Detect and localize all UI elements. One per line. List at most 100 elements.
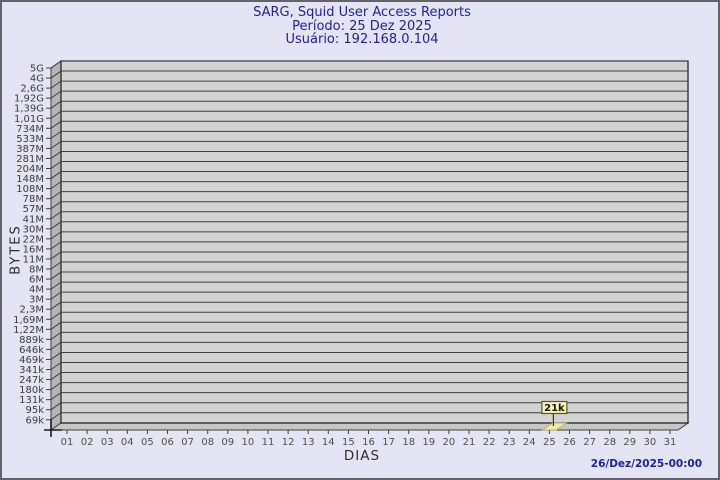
y-tick-label: 6M <box>29 275 44 286</box>
gridline-y-wall <box>50 241 62 250</box>
y-tick-label: 4M <box>29 285 44 296</box>
y-tick-label: 2,6G <box>20 84 44 95</box>
y-tick-label: 108M <box>16 184 44 195</box>
gridline-y-wall <box>50 311 62 320</box>
gridline-y-wall <box>50 191 62 200</box>
x-tick-label: 12 <box>282 437 295 448</box>
x-tick-label: 24 <box>523 437 536 448</box>
y-tick-label: 734M <box>16 124 44 135</box>
x-tick-label: 16 <box>362 437 375 448</box>
x-tick-label: 25 <box>543 437 556 448</box>
y-tick-label: 341k <box>19 365 44 376</box>
bar-day-25 <box>541 422 568 431</box>
x-tick-label: 15 <box>342 437 355 448</box>
x-tick-label: 01 <box>61 437 74 448</box>
x-tick-label: 29 <box>623 437 636 448</box>
y-tick-label: 1,01G <box>14 114 44 125</box>
gridline-y-wall <box>50 261 62 270</box>
report-header: SARG, Squid User Access Reports Período:… <box>2 6 718 47</box>
gridline-y-wall <box>50 80 62 89</box>
y-tick-label: 8M <box>29 265 44 276</box>
x-tick-label: 26 <box>563 437 576 448</box>
gridline-y-wall <box>50 321 62 330</box>
x-tick-label: 04 <box>121 437 134 448</box>
x-tick-label: 06 <box>161 437 174 448</box>
x-tick-label: 11 <box>262 437 275 448</box>
gridline-y-wall <box>50 341 62 350</box>
value-callout-box <box>541 400 568 415</box>
y-tick-label: 57M <box>23 204 44 215</box>
y-tick-label: 889k <box>19 335 44 346</box>
bar-value-label: 21k <box>544 403 565 414</box>
y-tick-label: 1,69M <box>13 315 44 326</box>
y-tick-label: 2,3M <box>19 305 44 316</box>
gridline-y-wall <box>50 151 62 159</box>
y-tick-label: 5G <box>30 64 44 75</box>
x-tick-label: 22 <box>483 437 496 448</box>
y-tick-label: 204M <box>16 164 44 175</box>
y-tick-label: 148M <box>16 174 44 185</box>
gridline-y-wall <box>50 120 62 129</box>
x-tick-label: 27 <box>583 437 596 448</box>
y-tick-label: 131k <box>19 395 44 406</box>
report-user: Usuário: 192.168.0.104 <box>285 32 439 47</box>
x-tick-label: 05 <box>141 437 154 448</box>
floor-3d <box>49 422 690 431</box>
gridline-y-wall <box>50 171 62 179</box>
y-tick-label: 11M <box>23 254 44 265</box>
x-axis-title: DIAS <box>343 448 381 464</box>
gridline-y-wall <box>50 402 62 411</box>
y-tick-label: 30M <box>23 224 44 235</box>
x-tick-label: 28 <box>603 437 616 448</box>
y-tick-label: 3M <box>29 295 44 306</box>
x-tick-label: 17 <box>382 437 395 448</box>
gridline-y-wall <box>50 231 62 240</box>
y-tick-label: 16M <box>23 244 44 255</box>
gridline-y-wall <box>50 110 62 119</box>
x-tick-label: 23 <box>503 437 516 448</box>
x-tick-label: 13 <box>302 437 315 448</box>
gridline-y-wall <box>50 70 62 79</box>
gridline-y-wall <box>50 372 62 380</box>
gridline-y-wall <box>50 140 62 149</box>
y-tick-label: 387M <box>16 144 44 155</box>
x-tick-label: 03 <box>101 437 114 448</box>
report-period: Período: 25 Dez 2025 <box>292 18 432 34</box>
y-tick-label: 78M <box>23 194 44 205</box>
y-tick-label: 1,92G <box>14 94 44 105</box>
x-tick-label: 02 <box>81 437 94 448</box>
gridline-y-wall <box>50 130 62 139</box>
gridline-y-wall <box>50 100 62 109</box>
x-tick-label: 21 <box>463 437 476 448</box>
x-tick-label: 20 <box>443 437 456 448</box>
y-tick-label: 41M <box>23 214 44 225</box>
gridline-y-wall <box>50 412 62 421</box>
gridline-y-wall <box>50 221 62 230</box>
y-tick-label: 22M <box>23 234 44 245</box>
x-tick-label: 07 <box>181 437 194 448</box>
y-tick-label: 1,22M <box>13 325 44 336</box>
gridline-y-wall <box>50 382 62 391</box>
x-tick-label: 10 <box>242 437 255 448</box>
y-tick-label: 1,39G <box>14 104 44 115</box>
gridline-y-wall <box>50 392 62 401</box>
gridline-y-wall <box>50 291 62 300</box>
x-tick-label: 09 <box>221 437 234 448</box>
gridline-y-wall <box>50 331 62 340</box>
x-tick-label: 31 <box>664 437 677 448</box>
gridline-y-wall <box>50 362 62 370</box>
y-tick-label: 469k <box>19 355 44 366</box>
gridline-y-wall <box>50 181 62 190</box>
x-tick-label: 18 <box>402 437 415 448</box>
y-tick-label: 180k <box>19 385 44 396</box>
gridline-y-wall <box>50 60 62 69</box>
y-tick-label: 247k <box>19 375 44 386</box>
gridline-y-wall <box>50 251 62 260</box>
gridline-y-wall <box>50 271 62 280</box>
y-tick-label: 4G <box>30 74 44 85</box>
gridline-y-wall <box>50 211 62 220</box>
y-axis-title: BYTES <box>8 224 24 275</box>
x-tick-label: 08 <box>201 437 214 448</box>
y-tick-label: 69k <box>25 415 44 426</box>
